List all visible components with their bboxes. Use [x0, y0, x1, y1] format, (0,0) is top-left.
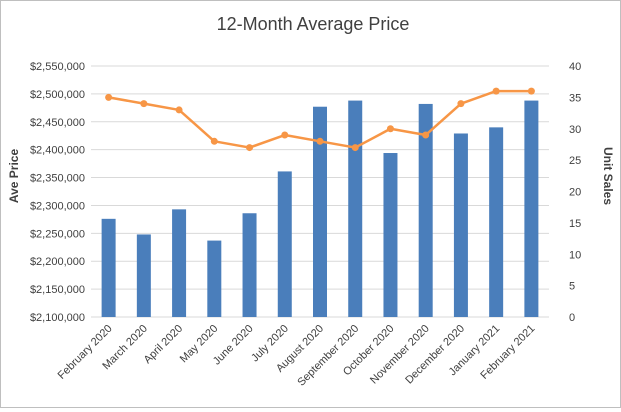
y-right-tick-label: 10 — [569, 249, 581, 261]
y-right-tick-label: 15 — [569, 218, 581, 230]
line-point — [316, 137, 324, 145]
bar — [277, 171, 292, 317]
bar-series — [101, 100, 539, 318]
x-tick-label: September 2020 — [295, 323, 361, 389]
line-point — [105, 93, 113, 101]
line-point — [246, 144, 254, 152]
line-point — [492, 87, 500, 95]
bar — [524, 100, 539, 318]
line-point — [386, 125, 394, 133]
bar — [207, 240, 222, 317]
y-right-tick-label: 25 — [569, 155, 581, 167]
bar — [418, 103, 433, 317]
y-left-tick-label: $2,450,000 — [30, 117, 85, 129]
y-axis-left-label: Ave Price — [7, 149, 21, 204]
y-left-tick-label: $2,500,000 — [30, 89, 85, 101]
y-axis-right-label: Unit Sales — [601, 147, 615, 205]
line-series — [105, 87, 535, 152]
y-right-tick-label: 20 — [569, 187, 581, 199]
y-axis-right-ticks: 0 5 10 15 20 25 30 35 40 — [569, 61, 581, 324]
y-left-tick-label: $2,100,000 — [30, 312, 85, 324]
x-tick-label: February 2020 — [56, 323, 115, 382]
line-point — [281, 131, 289, 139]
y-left-tick-label: $2,400,000 — [30, 145, 85, 157]
y-right-tick-label: 35 — [569, 92, 581, 104]
y-right-tick-label: 30 — [569, 124, 581, 136]
y-left-tick-label: $2,250,000 — [30, 228, 85, 240]
bar — [348, 100, 363, 318]
bar — [313, 106, 327, 318]
bar — [383, 153, 398, 317]
x-tick-label: April 2020 — [142, 323, 186, 367]
line-point — [210, 137, 218, 145]
y-left-tick-label: $2,550,000 — [30, 61, 85, 73]
bar — [242, 213, 257, 317]
line-point — [140, 100, 148, 108]
bar — [172, 209, 187, 317]
y-left-tick-label: $2,300,000 — [30, 200, 85, 212]
y-left-tick-label: $2,350,000 — [30, 173, 85, 185]
bar — [489, 127, 504, 317]
bar — [136, 234, 151, 317]
y-right-tick-label: 0 — [569, 312, 575, 324]
line-point — [527, 87, 535, 95]
y-right-tick-label: 40 — [569, 61, 581, 73]
y-axis-left-ticks: $2,100,000 $2,150,000 $2,200,000 $2,250,000… — [30, 61, 85, 324]
y-left-tick-label: $2,200,000 — [30, 256, 85, 268]
bar — [101, 218, 116, 317]
line-point — [457, 100, 465, 108]
line-point — [422, 131, 430, 139]
y-right-tick-label: 5 — [569, 281, 575, 293]
line-point — [351, 144, 359, 152]
chart-title: 12-Month Average Price — [217, 14, 410, 34]
bar — [453, 133, 468, 317]
y-left-tick-label: $2,150,000 — [30, 284, 85, 296]
line-point — [175, 106, 183, 114]
